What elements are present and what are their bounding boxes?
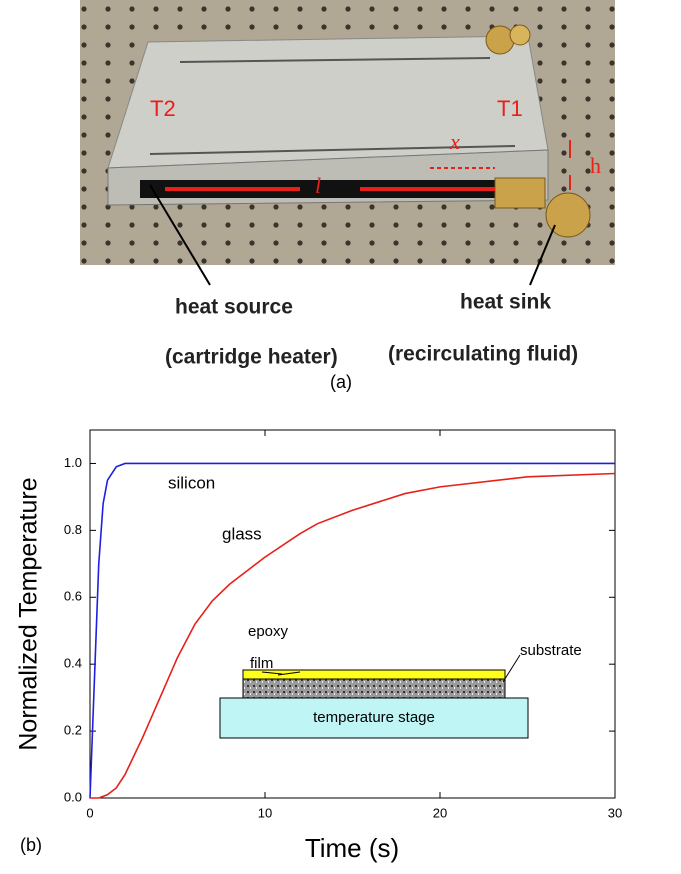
photo-label: T2 (150, 96, 176, 121)
caption: (a) (330, 372, 352, 392)
x-tick-label: 20 (433, 805, 447, 820)
inset-label: substrate (520, 642, 582, 659)
photo-label: l (315, 173, 321, 198)
y-tick-label: 0.6 (64, 589, 82, 604)
figure: T2 T1 x l h heat source (cartridge heate… (0, 0, 681, 869)
substrate (243, 678, 505, 698)
line-series (90, 463, 615, 798)
fitting (486, 26, 514, 54)
annotation: (cartridge heater) (165, 346, 338, 369)
y-tick-label: 0.4 (64, 656, 82, 671)
inset-label: film (250, 655, 273, 672)
y-tick-label: 0.0 (64, 789, 82, 804)
annotation: heat source (175, 296, 293, 319)
x-axis-label: Time (s) (305, 833, 399, 863)
x-tick-label: 30 (608, 805, 622, 820)
caption: (b) (20, 835, 42, 855)
photo-label: x (449, 129, 460, 154)
y-axis-label: Normalized Temperature (15, 477, 43, 750)
plot: 0.0 0.2 0.4 0.6 0.8 1.0 0 10 20 30 silicon glass (64, 430, 622, 820)
series-label: silicon (168, 473, 215, 492)
photo (80, 0, 615, 285)
annotation: heat sink (460, 291, 551, 314)
inset-label: temperature stage (313, 709, 435, 726)
inset-label: epoxy (248, 623, 289, 640)
y-tick-label: 1.0 (64, 455, 82, 470)
leader (503, 655, 520, 682)
x-tick-label: 10 (258, 805, 272, 820)
fitting (510, 25, 530, 45)
x-tick-label: 0 (86, 805, 93, 820)
y-tick-label: 0.8 (64, 522, 82, 537)
line-series (90, 473, 615, 798)
series-label: glass (222, 524, 262, 543)
fitting (495, 178, 545, 208)
photo-label: h (590, 153, 601, 178)
annotation: (recirculating fluid) (388, 343, 578, 366)
y-tick-label: 0.2 (64, 723, 82, 738)
photo-label: T1 (497, 96, 523, 121)
